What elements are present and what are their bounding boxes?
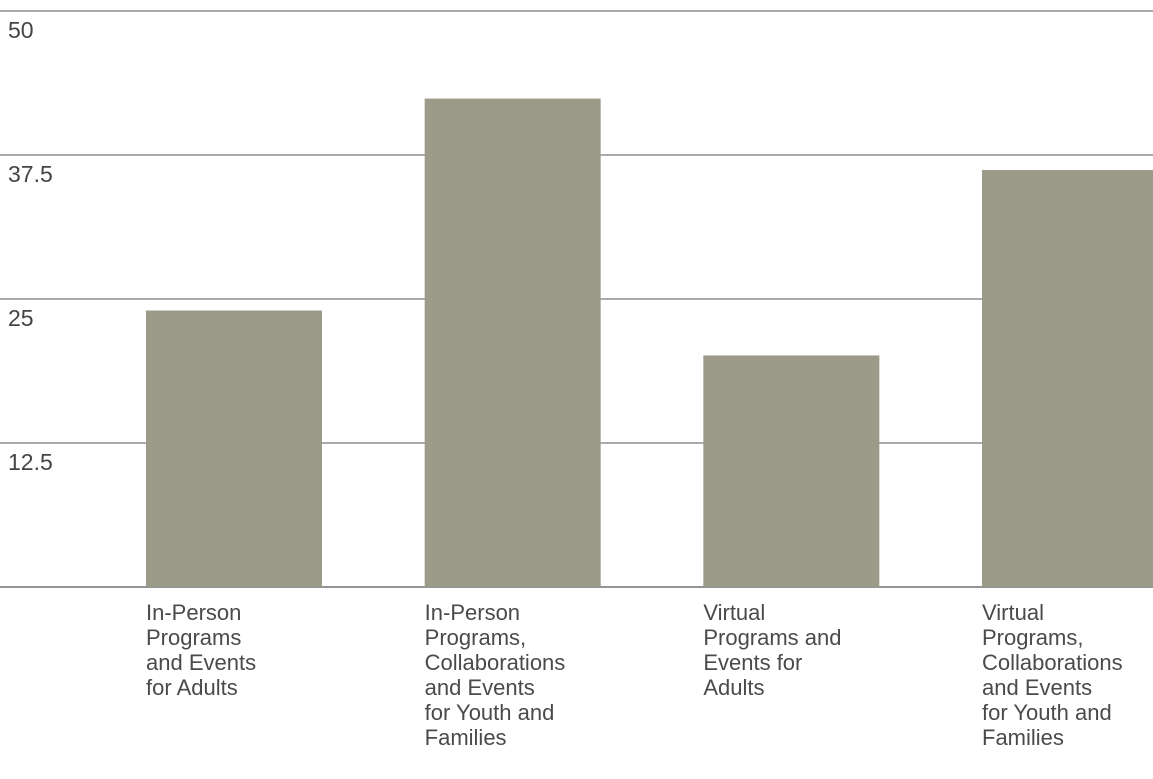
y-tick-label: 12.5: [8, 449, 53, 475]
category-label-line: In-Person: [424, 600, 521, 625]
bar: [146, 310, 322, 587]
y-tick-labels: 50 37.5 25 12.5: [8, 17, 53, 475]
category-label-line: Collaborations: [424, 650, 566, 675]
category-label-line: Virtual: [982, 600, 1044, 625]
category-label-line: and Events: [146, 650, 257, 675]
category-label-line: and Events: [424, 675, 535, 700]
category-label-line: Events for: [703, 650, 803, 675]
category-label: Virtual Programs and Events for Adults: [703, 600, 888, 700]
bar: [982, 169, 1153, 587]
category-label-line: and Events: [982, 675, 1093, 700]
category-label: In-Person Programs and Events for Adults: [146, 600, 331, 700]
category-label-line: for Youth and: [424, 700, 555, 725]
category-label-line: Programs,: [424, 625, 527, 650]
category-label-line: In-Person: [146, 600, 242, 625]
category-label-line: Adults: [703, 675, 765, 700]
category-label-line: Programs: [146, 625, 242, 650]
category-label-line: for Youth and: [982, 700, 1112, 725]
category-label-line: for Adults: [146, 675, 238, 700]
y-tick-label: 50: [8, 17, 34, 43]
category-label-line: Collaborations: [982, 650, 1123, 675]
category-label-line: Families: [424, 725, 507, 750]
category-label-line: Programs and: [703, 625, 842, 650]
y-tick-label: 25: [8, 305, 34, 331]
category-label-line: Families: [982, 725, 1064, 750]
category-label-line: Programs,: [982, 625, 1084, 650]
y-tick-label: 37.5: [8, 161, 53, 187]
bar: [703, 355, 880, 587]
category-label-line: Virtual: [703, 600, 766, 625]
category-label: Virtual Programs, Collaborations and Events…: [982, 600, 1153, 750]
bar: [424, 98, 601, 587]
bars: [146, 98, 1153, 587]
category-label: In-Person Programs, Collaborations and Even…: [425, 600, 610, 750]
